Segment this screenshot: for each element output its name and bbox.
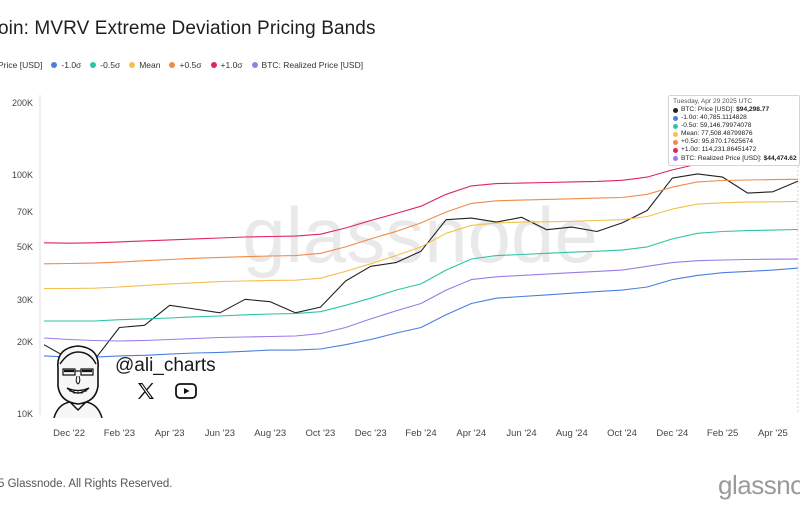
y-tick-label: 30K <box>17 295 33 305</box>
tooltip-label: Mean: 77,508.48799876 <box>681 130 753 138</box>
x-tick-label: Apr '23 <box>155 428 185 439</box>
tooltip-label: -1.0σ: 40,785.1114828 <box>681 114 747 122</box>
legend-label: Price [USD] <box>0 60 43 70</box>
legend-label: +0.5σ <box>179 60 202 70</box>
y-tick-label: 50K <box>17 242 33 252</box>
x-tick-label: Apr '25 <box>758 428 788 439</box>
legend-item[interactable]: BTC: Realized Price [USD] <box>251 60 364 70</box>
legend-item[interactable]: -0.5σ <box>90 60 120 70</box>
legend-swatch <box>210 62 217 68</box>
tooltip-rows: BTC: Price [USD]: $94,298.77 -1.0σ: 40,785… <box>673 106 797 163</box>
tooltip-swatch <box>673 139 678 145</box>
tooltip-date: Tuesday, Apr 29 2025 UTC <box>673 98 753 105</box>
legend-label: -0.5σ <box>100 60 121 70</box>
avatar <box>53 345 103 418</box>
series-lines <box>43 160 799 361</box>
y-tick-label: 10K <box>17 409 33 419</box>
tooltip-row: +1.0σ: 114,231.86451472 <box>673 146 795 154</box>
x-tick-label: Feb '25 <box>707 428 738 439</box>
tooltip-label: +1.0σ: 114,231.86451472 <box>681 146 757 154</box>
legend-item[interactable]: +1.0σ <box>210 60 243 70</box>
legend-item[interactable]: Mean <box>129 60 160 70</box>
x-tick-label: Jun '23 <box>205 428 235 439</box>
x-axis: Dec '22 Feb '23 Apr '23 Jun '23 Aug '23 Oct '… <box>53 428 788 439</box>
chart-legend: Price [USD] -1.0σ -0.5σ Mean +0.5σ +1.0σ BTC: … <box>0 60 372 70</box>
tooltip-row: Mean: 77,508.48799876 <box>673 130 795 138</box>
watermark-text: glassnode <box>242 191 598 279</box>
series-line <box>43 178 799 265</box>
youtube-icon[interactable] <box>174 381 198 401</box>
y-tick-label: 20K <box>17 337 33 347</box>
tooltip-value: $44,474.62 <box>763 154 797 162</box>
legend-swatch <box>251 62 258 68</box>
copyright-footer: 5 Glassnode. All Rights Reserved. <box>0 478 173 490</box>
x-tick-label: Dec '22 <box>53 428 85 439</box>
series-line <box>44 228 799 322</box>
y-tick-label: 70K <box>17 207 33 217</box>
legend-label: BTC: Realized Price [USD] <box>261 60 364 70</box>
legend-item[interactable]: +0.5σ <box>169 60 202 70</box>
hover-tooltip: Tuesday, Apr 29 2025 UTC BTC: Price [USD… <box>668 95 800 166</box>
tooltip-swatch <box>673 148 678 154</box>
x-tick-label: Apr '24 <box>456 428 486 439</box>
series-line <box>44 200 799 290</box>
tooltip-label: BTC: Price [USD]: <box>681 106 735 113</box>
tooltip-row: BTC: Price [USD]: $94,298.77 <box>673 106 795 114</box>
x-tick-label: Aug '23 <box>254 428 286 439</box>
tooltip-value: $94,298.77 <box>736 106 770 113</box>
y-axis: 10K 20K 30K 50K 70K 100K 200K <box>12 98 33 419</box>
tooltip-row: +0.5σ: 95,870.17625674 <box>673 138 795 146</box>
tooltip-swatch <box>673 131 678 137</box>
x-tick-label: Aug '24 <box>556 428 588 439</box>
legend-item[interactable]: -1.0σ <box>51 60 81 70</box>
x-icon[interactable] <box>136 381 156 401</box>
series-line <box>43 173 799 361</box>
tooltip-label: BTC: Realized Price [USD]: <box>681 154 762 162</box>
social-handle: @ali_charts <box>115 355 216 376</box>
tooltip-label: -0.5σ: 59,146.79974078 <box>681 122 752 130</box>
legend-swatch <box>51 62 58 68</box>
y-tick-label: 200K <box>12 98 33 108</box>
tooltip-swatch <box>673 115 678 121</box>
tooltip-row: -0.5σ: 59,146.79974078 <box>673 122 795 130</box>
legend-swatch <box>90 62 97 68</box>
chart-canvas: glassnode 10K 20K 30K 50K 70K 100K 200K Dec '2… <box>12 95 799 439</box>
chart-title: oin: MVRV Extreme Deviation Pricing Band… <box>0 18 376 39</box>
legend-item[interactable]: Price [USD] <box>0 60 42 70</box>
tooltip-swatch <box>673 107 678 113</box>
x-tick-label: Oct '24 <box>607 428 637 439</box>
x-tick-label: Feb '24 <box>405 428 436 439</box>
legend-label: +1.0σ <box>220 60 243 70</box>
watermark: glassnode <box>242 191 598 279</box>
x-tick-label: Oct '23 <box>306 428 336 439</box>
series-line <box>43 258 799 342</box>
tooltip-swatch <box>673 123 678 129</box>
brand-logo-text: glassnode <box>718 470 800 500</box>
tooltip-swatch <box>673 156 678 162</box>
x-tick-label: Feb '23 <box>104 428 135 439</box>
x-tick-label: Dec '24 <box>656 428 688 439</box>
tooltip-label: +0.5σ: 95,870.17625674 <box>681 138 754 146</box>
series-line <box>43 160 799 244</box>
legend-swatch <box>129 62 136 68</box>
tooltip-row: BTC: Realized Price [USD]: $44,474.62 <box>673 154 797 163</box>
y-tick-label: 100K <box>12 170 33 180</box>
tooltip-row: -1.0σ: 40,785.1114828 <box>673 114 795 122</box>
legend-label: Mean <box>139 60 161 70</box>
legend-swatch <box>169 62 176 68</box>
x-tick-label: Dec '23 <box>355 428 387 439</box>
series-line <box>43 267 799 358</box>
legend-label: -1.0σ <box>61 60 82 70</box>
x-tick-label: Jun '24 <box>506 428 536 439</box>
